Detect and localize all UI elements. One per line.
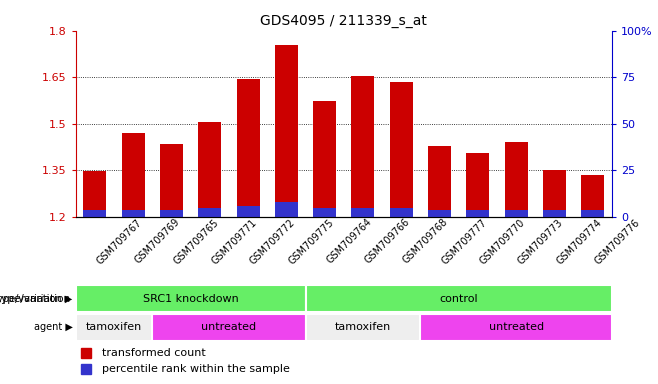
Bar [428,210,451,217]
Bar [237,79,259,217]
Text: GSM709774: GSM709774 [555,217,603,266]
Text: untreated: untreated [489,322,544,333]
Bar [467,210,490,217]
Bar [275,202,298,217]
Text: GSM709765: GSM709765 [172,217,220,266]
Text: GSM709776: GSM709776 [593,217,642,266]
Text: transformed count: transformed count [103,348,206,358]
Bar [313,208,336,217]
Bar [581,175,604,217]
Text: GSM709777: GSM709777 [440,217,489,266]
Text: GSM709775: GSM709775 [286,217,336,266]
Text: GSM709772: GSM709772 [248,217,297,266]
Text: percentile rank within the sample: percentile rank within the sample [103,364,290,374]
Bar [313,101,336,217]
Text: control: control [440,293,478,304]
Text: GSM709770: GSM709770 [478,217,527,266]
Bar [76,285,305,313]
Bar [543,170,566,217]
Text: untreated: untreated [201,322,257,333]
Bar [351,208,374,217]
Bar [237,206,259,217]
Text: GSM709766: GSM709766 [363,217,412,266]
Text: GSM709769: GSM709769 [133,217,182,266]
Bar [305,285,612,313]
Bar [160,210,183,217]
Text: GSM709773: GSM709773 [516,217,565,266]
Bar [198,122,221,217]
Text: SRC1 knockdown: SRC1 knockdown [143,293,238,304]
Text: genotype/variation ▶: genotype/variation ▶ [0,293,72,304]
Bar [390,82,413,217]
Bar [198,208,221,217]
Bar [84,171,107,217]
Bar [390,208,413,217]
Bar [122,210,145,217]
Bar [543,210,566,217]
Bar [275,45,298,217]
Text: tamoxifen: tamoxifen [86,322,142,333]
Bar [420,313,612,341]
Bar [505,142,528,217]
Bar [428,146,451,217]
Bar [84,210,107,217]
Bar [160,144,183,217]
Text: agent ▶: agent ▶ [34,322,72,333]
Bar [581,210,604,217]
Bar [305,313,420,341]
Text: GSM709771: GSM709771 [210,217,259,266]
Bar [505,210,528,217]
Bar [76,313,152,341]
Bar [467,153,490,217]
Title: GDS4095 / 211339_s_at: GDS4095 / 211339_s_at [261,14,427,28]
Text: GSM709768: GSM709768 [401,217,450,266]
Bar [122,133,145,217]
Text: tamoxifen: tamoxifen [335,322,391,333]
Text: GSM709764: GSM709764 [324,217,374,266]
Text: genotype/variation: genotype/variation [0,293,70,304]
Bar [351,76,374,217]
Text: GSM709767: GSM709767 [95,217,144,266]
Bar [152,313,305,341]
